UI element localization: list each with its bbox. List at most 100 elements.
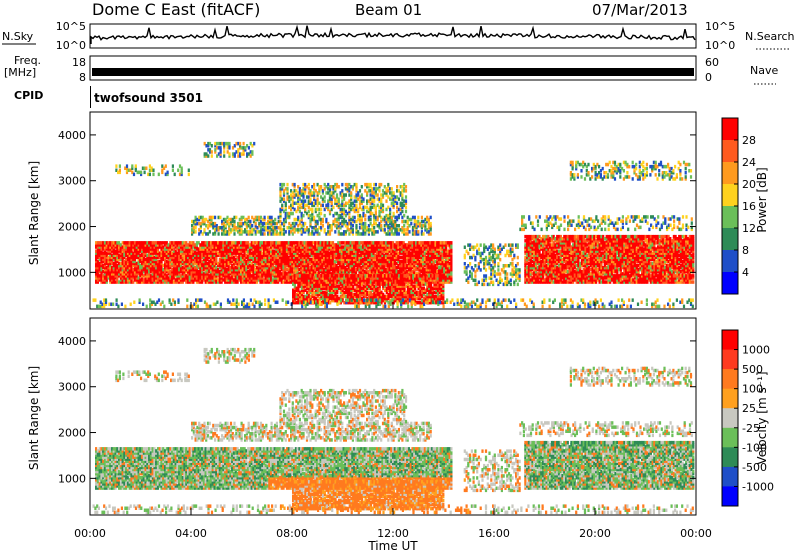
heat-cell	[400, 243, 403, 247]
heat-cell	[353, 270, 356, 274]
heat-cell	[181, 247, 184, 251]
heat-cell	[277, 259, 280, 264]
heat-cell	[287, 247, 290, 251]
heat-cell	[171, 259, 174, 264]
heat-cell	[141, 263, 144, 268]
heat-cell	[545, 249, 548, 253]
heat-cell	[600, 237, 603, 241]
heat-cell	[206, 280, 209, 284]
heat-cell	[119, 267, 122, 272]
heat-cell	[259, 259, 262, 264]
heat-cell	[247, 259, 250, 264]
heat-cell	[589, 274, 592, 278]
heat-cell	[243, 247, 246, 251]
heat-cell	[273, 245, 276, 249]
heat-cell	[441, 270, 444, 274]
heat-cell	[132, 245, 135, 249]
heat-cell	[119, 265, 122, 270]
heat-cell	[354, 245, 358, 249]
heat-cell	[121, 257, 124, 262]
heat-cell	[266, 247, 269, 251]
heat-cell	[149, 251, 152, 255]
heat-cell	[339, 259, 342, 264]
heat-cell	[238, 253, 241, 257]
heat-cell	[296, 249, 299, 253]
heat-cell	[192, 278, 195, 282]
heat-cell	[616, 265, 619, 270]
heat-cell	[197, 259, 200, 264]
heat-cell	[209, 280, 213, 284]
heat-cell	[199, 261, 202, 266]
heat-cell	[151, 259, 154, 264]
heat-cell	[125, 257, 128, 262]
heat-cell	[103, 263, 107, 268]
heat-cell	[156, 265, 160, 270]
heat-cell	[559, 272, 562, 276]
heat-cell	[303, 272, 306, 276]
heat-cell	[234, 280, 237, 284]
heat-cell	[307, 257, 310, 262]
heat-cell	[215, 249, 218, 253]
heat-cell	[595, 270, 598, 274]
heat-cell	[580, 280, 584, 284]
heat-cell	[307, 241, 310, 245]
heat-cell	[250, 274, 253, 278]
heat-cell	[450, 253, 453, 257]
heat-cell	[278, 245, 282, 249]
heat-cell	[103, 247, 107, 251]
heat-cell	[141, 245, 144, 249]
heat-cell	[293, 261, 296, 266]
heat-cell	[215, 255, 218, 260]
heat-cell	[128, 278, 131, 282]
heat-cell	[96, 272, 99, 276]
heat-cell	[593, 247, 596, 251]
heat-cell	[395, 267, 398, 272]
heat-cell	[188, 263, 191, 268]
heat-cell	[618, 280, 621, 284]
heat-cell	[381, 249, 384, 253]
heat-cell	[579, 274, 582, 278]
heat-cell	[595, 234, 598, 239]
heat-cell	[294, 247, 297, 251]
heat-cell	[550, 261, 553, 266]
heat-cell	[155, 257, 158, 262]
heat-cell	[533, 257, 536, 262]
heat-cell	[388, 259, 391, 264]
heat-cell	[340, 253, 343, 257]
heat-cell	[211, 278, 214, 282]
heat-cell	[603, 272, 606, 276]
heat-cell	[128, 276, 131, 280]
heat-cell	[194, 247, 197, 251]
power-heatmap	[92, 141, 695, 309]
heat-cell	[547, 257, 550, 262]
heat-cell	[566, 234, 569, 239]
heat-cell	[596, 278, 599, 282]
heat-cell	[125, 263, 128, 268]
heat-cell	[430, 270, 434, 274]
heat-cell	[153, 255, 156, 260]
heat-cell	[351, 245, 354, 249]
heat-cell	[250, 241, 253, 245]
heat-cell	[213, 263, 216, 268]
heat-cell	[255, 249, 259, 253]
heat-cell	[172, 267, 175, 272]
heat-cell	[211, 259, 214, 264]
heat-cell	[619, 251, 622, 255]
heat-cell	[416, 272, 419, 276]
heat-cell	[436, 265, 439, 270]
heat-cell	[259, 265, 262, 270]
heat-cell	[119, 270, 122, 274]
heat-cell	[407, 259, 411, 264]
heat-cell	[201, 253, 204, 257]
heat-cell	[543, 249, 546, 253]
heat-cell	[192, 243, 195, 247]
heat-cell	[121, 274, 124, 278]
heat-cell	[218, 261, 221, 266]
heat-cell	[261, 280, 264, 284]
heat-cell	[580, 259, 584, 264]
heat-cell	[330, 247, 333, 251]
heat-cell	[374, 253, 377, 257]
heat-cell	[278, 274, 282, 278]
heat-cell	[185, 259, 188, 264]
heat-cell	[243, 270, 246, 274]
